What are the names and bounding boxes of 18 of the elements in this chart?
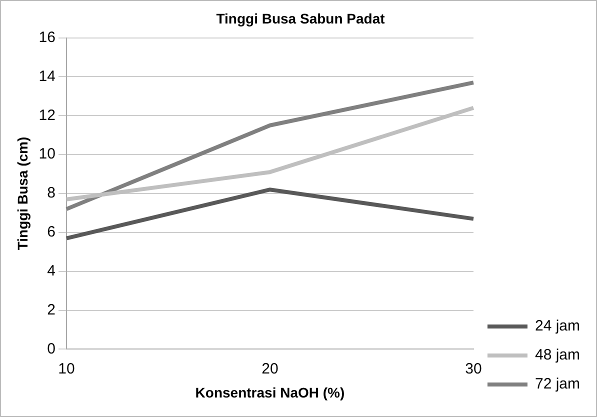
y-tick-label: 2	[47, 301, 56, 318]
y-tick-label: 4	[47, 262, 56, 280]
x-tick-label: 10	[58, 360, 75, 378]
x-tick-label: 20	[262, 360, 278, 378]
y-tick-label: 16	[38, 28, 56, 46]
x-tick-label: 30	[465, 360, 482, 378]
chart-title: Tinggi Busa Sabun Padat	[216, 10, 386, 26]
legend-label: 72 jam	[534, 376, 580, 393]
x-axis-title: Konsentrasi NaOH (%)	[195, 384, 345, 400]
y-tick-label: 10	[38, 146, 56, 163]
y-axis-title: Tinggi Busa (cm)	[14, 136, 30, 250]
y-tick-label: 14	[38, 68, 56, 85]
legend-label: 48 jam	[534, 346, 580, 364]
y-tick-label: 6	[47, 224, 56, 241]
legend-label: 24 jam	[534, 318, 580, 335]
y-tick-label: 8	[47, 184, 56, 202]
y-tick-label: 12	[38, 106, 56, 124]
y-tick-label: 0	[47, 340, 56, 358]
